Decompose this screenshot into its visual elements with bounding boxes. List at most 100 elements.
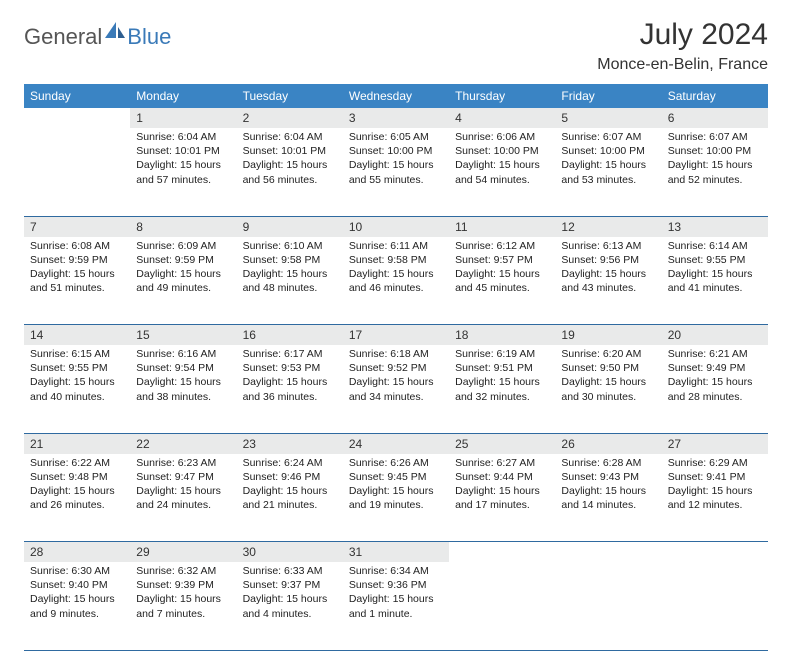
sunset-text: Sunset: 10:00 PM bbox=[668, 144, 762, 158]
day-cell bbox=[449, 562, 555, 650]
daylight-text: Daylight: 15 hours and 43 minutes. bbox=[561, 267, 655, 295]
day-cell-body: Sunrise: 6:11 AMSunset: 9:58 PMDaylight:… bbox=[343, 237, 449, 300]
day-cell: Sunrise: 6:15 AMSunset: 9:55 PMDaylight:… bbox=[24, 345, 130, 433]
weekday-header-cell: Friday bbox=[555, 84, 661, 108]
daylight-text: Daylight: 15 hours and 9 minutes. bbox=[30, 592, 124, 620]
daylight-text: Daylight: 15 hours and 41 minutes. bbox=[668, 267, 762, 295]
day-cell-body: Sunrise: 6:19 AMSunset: 9:51 PMDaylight:… bbox=[449, 345, 555, 408]
day-cell: Sunrise: 6:10 AMSunset: 9:58 PMDaylight:… bbox=[237, 237, 343, 325]
day-content-row: Sunrise: 6:30 AMSunset: 9:40 PMDaylight:… bbox=[24, 562, 768, 650]
month-title: July 2024 bbox=[597, 18, 768, 52]
day-number-cell: 28 bbox=[24, 542, 130, 563]
day-cell: Sunrise: 6:29 AMSunset: 9:41 PMDaylight:… bbox=[662, 454, 768, 542]
sunrise-text: Sunrise: 6:33 AM bbox=[243, 564, 337, 578]
day-cell: Sunrise: 6:24 AMSunset: 9:46 PMDaylight:… bbox=[237, 454, 343, 542]
day-content-row: Sunrise: 6:04 AMSunset: 10:01 PMDaylight… bbox=[24, 128, 768, 216]
day-number-cell: 14 bbox=[24, 325, 130, 346]
daylight-text: Daylight: 15 hours and 21 minutes. bbox=[243, 484, 337, 512]
daylight-text: Daylight: 15 hours and 28 minutes. bbox=[668, 375, 762, 403]
sunset-text: Sunset: 10:00 PM bbox=[561, 144, 655, 158]
day-cell-body: Sunrise: 6:08 AMSunset: 9:59 PMDaylight:… bbox=[24, 237, 130, 300]
daylight-text: Daylight: 15 hours and 19 minutes. bbox=[349, 484, 443, 512]
sunset-text: Sunset: 9:49 PM bbox=[668, 361, 762, 375]
day-content-row: Sunrise: 6:22 AMSunset: 9:48 PMDaylight:… bbox=[24, 454, 768, 542]
day-cell: Sunrise: 6:22 AMSunset: 9:48 PMDaylight:… bbox=[24, 454, 130, 542]
sunrise-text: Sunrise: 6:14 AM bbox=[668, 239, 762, 253]
day-cell: Sunrise: 6:33 AMSunset: 9:37 PMDaylight:… bbox=[237, 562, 343, 650]
day-cell: Sunrise: 6:26 AMSunset: 9:45 PMDaylight:… bbox=[343, 454, 449, 542]
day-number-row: 21222324252627 bbox=[24, 433, 768, 454]
day-number-cell: 16 bbox=[237, 325, 343, 346]
sunrise-text: Sunrise: 6:32 AM bbox=[136, 564, 230, 578]
day-number-cell: 8 bbox=[130, 216, 236, 237]
day-cell-body: Sunrise: 6:34 AMSunset: 9:36 PMDaylight:… bbox=[343, 562, 449, 625]
daylight-text: Daylight: 15 hours and 45 minutes. bbox=[455, 267, 549, 295]
daylight-text: Daylight: 15 hours and 53 minutes. bbox=[561, 158, 655, 186]
day-number-cell: 23 bbox=[237, 433, 343, 454]
day-cell-body: Sunrise: 6:15 AMSunset: 9:55 PMDaylight:… bbox=[24, 345, 130, 408]
day-cell-body: Sunrise: 6:13 AMSunset: 9:56 PMDaylight:… bbox=[555, 237, 661, 300]
daylight-text: Daylight: 15 hours and 30 minutes. bbox=[561, 375, 655, 403]
sunrise-text: Sunrise: 6:09 AM bbox=[136, 239, 230, 253]
day-number-cell: 30 bbox=[237, 542, 343, 563]
day-cell: Sunrise: 6:06 AMSunset: 10:00 PMDaylight… bbox=[449, 128, 555, 216]
daylight-text: Daylight: 15 hours and 52 minutes. bbox=[668, 158, 762, 186]
sunrise-text: Sunrise: 6:10 AM bbox=[243, 239, 337, 253]
day-number-cell: 7 bbox=[24, 216, 130, 237]
day-cell bbox=[662, 562, 768, 650]
day-cell: Sunrise: 6:13 AMSunset: 9:56 PMDaylight:… bbox=[555, 237, 661, 325]
sunrise-text: Sunrise: 6:30 AM bbox=[30, 564, 124, 578]
day-number-cell: 15 bbox=[130, 325, 236, 346]
daylight-text: Daylight: 15 hours and 36 minutes. bbox=[243, 375, 337, 403]
day-cell-body: Sunrise: 6:27 AMSunset: 9:44 PMDaylight:… bbox=[449, 454, 555, 517]
sunset-text: Sunset: 9:41 PM bbox=[668, 470, 762, 484]
day-cell: Sunrise: 6:09 AMSunset: 9:59 PMDaylight:… bbox=[130, 237, 236, 325]
day-cell: Sunrise: 6:14 AMSunset: 9:55 PMDaylight:… bbox=[662, 237, 768, 325]
day-cell: Sunrise: 6:27 AMSunset: 9:44 PMDaylight:… bbox=[449, 454, 555, 542]
sunrise-text: Sunrise: 6:13 AM bbox=[561, 239, 655, 253]
day-cell-body: Sunrise: 6:06 AMSunset: 10:00 PMDaylight… bbox=[449, 128, 555, 191]
sunset-text: Sunset: 9:40 PM bbox=[30, 578, 124, 592]
brand-text-1: General bbox=[24, 24, 102, 50]
sunset-text: Sunset: 9:58 PM bbox=[349, 253, 443, 267]
weekday-header-cell: Wednesday bbox=[343, 84, 449, 108]
day-cell: Sunrise: 6:17 AMSunset: 9:53 PMDaylight:… bbox=[237, 345, 343, 433]
sunset-text: Sunset: 9:59 PM bbox=[30, 253, 124, 267]
day-cell-body: Sunrise: 6:14 AMSunset: 9:55 PMDaylight:… bbox=[662, 237, 768, 300]
sunrise-text: Sunrise: 6:22 AM bbox=[30, 456, 124, 470]
daylight-text: Daylight: 15 hours and 57 minutes. bbox=[136, 158, 230, 186]
daylight-text: Daylight: 15 hours and 49 minutes. bbox=[136, 267, 230, 295]
weekday-header-cell: Sunday bbox=[24, 84, 130, 108]
sunset-text: Sunset: 9:56 PM bbox=[561, 253, 655, 267]
sunset-text: Sunset: 10:01 PM bbox=[136, 144, 230, 158]
day-number-cell: 12 bbox=[555, 216, 661, 237]
day-number-cell: 13 bbox=[662, 216, 768, 237]
daylight-text: Daylight: 15 hours and 12 minutes. bbox=[668, 484, 762, 512]
day-cell-body: Sunrise: 6:07 AMSunset: 10:00 PMDaylight… bbox=[555, 128, 661, 191]
sunrise-text: Sunrise: 6:20 AM bbox=[561, 347, 655, 361]
day-number-cell: 29 bbox=[130, 542, 236, 563]
day-cell: Sunrise: 6:04 AMSunset: 10:01 PMDaylight… bbox=[237, 128, 343, 216]
day-content-row: Sunrise: 6:15 AMSunset: 9:55 PMDaylight:… bbox=[24, 345, 768, 433]
daylight-text: Daylight: 15 hours and 7 minutes. bbox=[136, 592, 230, 620]
sunset-text: Sunset: 10:00 PM bbox=[349, 144, 443, 158]
day-number-cell: 27 bbox=[662, 433, 768, 454]
day-cell-body: Sunrise: 6:17 AMSunset: 9:53 PMDaylight:… bbox=[237, 345, 343, 408]
sunrise-text: Sunrise: 6:04 AM bbox=[243, 130, 337, 144]
day-number-cell: 2 bbox=[237, 108, 343, 128]
day-cell bbox=[555, 562, 661, 650]
day-cell-body: Sunrise: 6:10 AMSunset: 9:58 PMDaylight:… bbox=[237, 237, 343, 300]
day-cell: Sunrise: 6:08 AMSunset: 9:59 PMDaylight:… bbox=[24, 237, 130, 325]
sunset-text: Sunset: 9:54 PM bbox=[136, 361, 230, 375]
weekday-header-cell: Saturday bbox=[662, 84, 768, 108]
day-number-cell: 3 bbox=[343, 108, 449, 128]
sunrise-text: Sunrise: 6:08 AM bbox=[30, 239, 124, 253]
day-number-cell bbox=[662, 542, 768, 563]
day-cell-body: Sunrise: 6:30 AMSunset: 9:40 PMDaylight:… bbox=[24, 562, 130, 625]
day-number-cell: 1 bbox=[130, 108, 236, 128]
day-cell: Sunrise: 6:20 AMSunset: 9:50 PMDaylight:… bbox=[555, 345, 661, 433]
day-cell: Sunrise: 6:32 AMSunset: 9:39 PMDaylight:… bbox=[130, 562, 236, 650]
sunrise-text: Sunrise: 6:07 AM bbox=[561, 130, 655, 144]
day-number-cell: 4 bbox=[449, 108, 555, 128]
day-cell-body: Sunrise: 6:29 AMSunset: 9:41 PMDaylight:… bbox=[662, 454, 768, 517]
